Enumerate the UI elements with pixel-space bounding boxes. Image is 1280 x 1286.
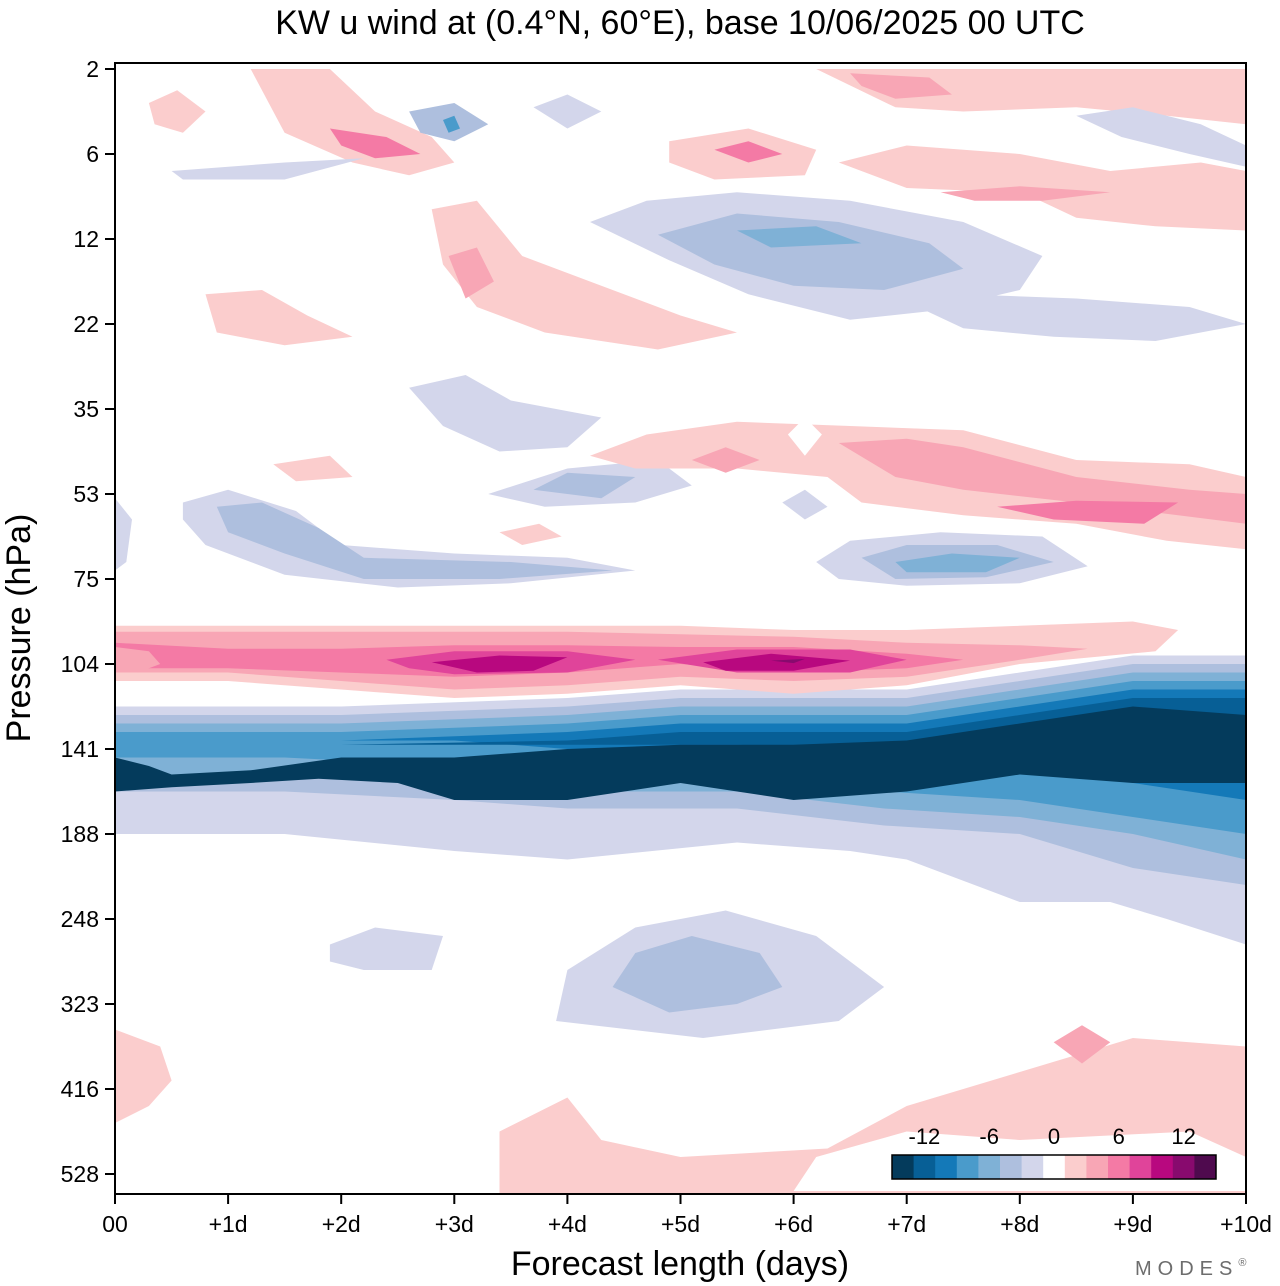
contour-neg-12-core bbox=[737, 226, 862, 248]
contour-neg-35-patch bbox=[409, 375, 602, 452]
contour-pos-6-core bbox=[714, 141, 783, 163]
contour-pos-45-dot bbox=[273, 455, 353, 482]
y-tick-label: 2 bbox=[86, 56, 99, 82]
x-tick-label: +5d bbox=[661, 1211, 700, 1237]
colorbar-legend: -12 -6 0 6 12 bbox=[891, 1124, 1217, 1180]
chart-title: KW u wind at (0.4°N, 60°E), base 10/06/2… bbox=[275, 4, 1085, 42]
y-tick-label: 12 bbox=[73, 226, 99, 252]
colorbar-swatch bbox=[1194, 1155, 1217, 1179]
contour-calm-35-hole bbox=[787, 417, 822, 456]
colorbar-label: -12 bbox=[909, 1124, 941, 1149]
contour-pos-6-right bbox=[838, 145, 1201, 201]
colorbar-swatch bbox=[1151, 1155, 1174, 1179]
contour-pos-35-core bbox=[997, 500, 1179, 524]
contour-pos-lower-right-core bbox=[1053, 1025, 1111, 1064]
x-tick-label: +9d bbox=[1113, 1211, 1152, 1237]
x-tick-label: +4d bbox=[548, 1211, 587, 1237]
contour-field bbox=[115, 69, 1246, 1194]
contour-pos-53-dot bbox=[499, 523, 562, 545]
contour-neg-core bbox=[115, 706, 1246, 800]
colorbar-swatch bbox=[1086, 1155, 1109, 1179]
contour-neg-22-right bbox=[918, 294, 1246, 341]
contour-pos-band-l12b bbox=[703, 653, 851, 671]
x-tick-label: +7d bbox=[887, 1211, 926, 1237]
y-tick-label: 35 bbox=[73, 396, 99, 422]
x-axis: 00 +1d +2d +3d +4d +5d +6d +7d +8d +9d +10d bbox=[102, 1194, 1272, 1237]
colorbar-swatch bbox=[935, 1155, 958, 1179]
x-axis-label: Forecast length (days) bbox=[511, 1245, 849, 1283]
contour-neg-53-inner bbox=[533, 472, 636, 499]
colorbar-label: 0 bbox=[1048, 1124, 1060, 1149]
contour-pos-12-inner bbox=[448, 247, 494, 299]
colorbar-frame bbox=[891, 1154, 1217, 1180]
contour-neg-upper-l1 bbox=[115, 698, 1246, 783]
contour-pos-band-left bbox=[115, 647, 161, 673]
x-tick-label: +3d bbox=[435, 1211, 474, 1237]
contour-pos-4-left bbox=[148, 90, 206, 133]
colorbar-swatch bbox=[978, 1155, 1001, 1179]
y-tick-label: 188 bbox=[61, 821, 99, 847]
y-tick-label: 22 bbox=[73, 311, 99, 337]
x-tick-label: 00 bbox=[102, 1211, 128, 1237]
contour-neg-top-core bbox=[443, 115, 460, 133]
y-tick-label: 323 bbox=[61, 991, 99, 1017]
x-tick-label: +8d bbox=[1000, 1211, 1039, 1237]
x-tick-label: +6d bbox=[774, 1211, 813, 1237]
colorbar-swatch bbox=[956, 1155, 979, 1179]
contour-pos-35-dot bbox=[691, 447, 760, 473]
contour-pos-22-left bbox=[205, 290, 353, 346]
brand-logo-mark: ® bbox=[1238, 1257, 1252, 1269]
contour-pos-top-left-inner bbox=[329, 128, 421, 159]
contour-neg-top-mid bbox=[533, 94, 602, 129]
contour-neg-mid-inner bbox=[612, 936, 783, 1013]
contour-neg-53-dot bbox=[782, 489, 828, 520]
colorbar-swatch bbox=[1000, 1155, 1023, 1179]
colorbar-label: 12 bbox=[1171, 1124, 1195, 1149]
contour-pos-6-right-inner bbox=[940, 186, 1111, 201]
y-tick-label: 6 bbox=[86, 141, 99, 167]
x-tick-label: +2d bbox=[322, 1211, 361, 1237]
colorbar-label: -6 bbox=[979, 1124, 999, 1149]
contour-pos-12-strip bbox=[431, 200, 737, 350]
colorbar-swatch bbox=[1172, 1155, 1195, 1179]
contour-neg-6-right bbox=[1076, 107, 1246, 167]
colorbar-swatch bbox=[1129, 1155, 1152, 1179]
colorbar-swatch bbox=[892, 1155, 915, 1179]
contour-pos-sw-patch bbox=[115, 1029, 172, 1123]
y-axis: 2 6 12 22 35 53 75 104 141 188 248 323 416 528 bbox=[61, 56, 115, 1187]
colorbar-swatch bbox=[1021, 1155, 1044, 1179]
colorbar-swatch bbox=[1064, 1155, 1087, 1179]
contour-neg-6-band bbox=[171, 158, 364, 180]
brand-logo: MODES® bbox=[1135, 1257, 1252, 1280]
y-tick-label: 75 bbox=[73, 566, 99, 592]
colorbar-swatch bbox=[1108, 1155, 1131, 1179]
brand-logo-text: MODES bbox=[1135, 1258, 1238, 1280]
contour-pos-top-right-inner bbox=[850, 73, 952, 99]
y-tick-label: 416 bbox=[61, 1076, 99, 1102]
colorbar-label: 6 bbox=[1113, 1124, 1125, 1149]
colorbar-swatch bbox=[913, 1155, 936, 1179]
y-tick-label: 528 bbox=[61, 1161, 99, 1187]
contour-pos-band-peak bbox=[771, 658, 805, 664]
contour-neg-75-inner bbox=[216, 502, 613, 579]
x-tick-label: +10d bbox=[1220, 1211, 1272, 1237]
contour-neg-mid-small bbox=[329, 927, 443, 970]
y-tick-label: 248 bbox=[61, 906, 99, 932]
contour-neg-left-sliver bbox=[115, 498, 132, 571]
y-axis-label: Pressure (hPa) bbox=[0, 514, 38, 743]
contour-pos-band-l12a bbox=[431, 655, 568, 673]
colorbar-swatch bbox=[1043, 1155, 1066, 1179]
y-tick-label: 141 bbox=[61, 736, 99, 762]
y-tick-label: 53 bbox=[73, 481, 99, 507]
y-tick-label: 104 bbox=[61, 651, 100, 677]
contour-neg-12-inner bbox=[657, 213, 964, 290]
contour-neg-75-right-core bbox=[895, 553, 1020, 573]
x-tick-label: +1d bbox=[209, 1211, 248, 1237]
